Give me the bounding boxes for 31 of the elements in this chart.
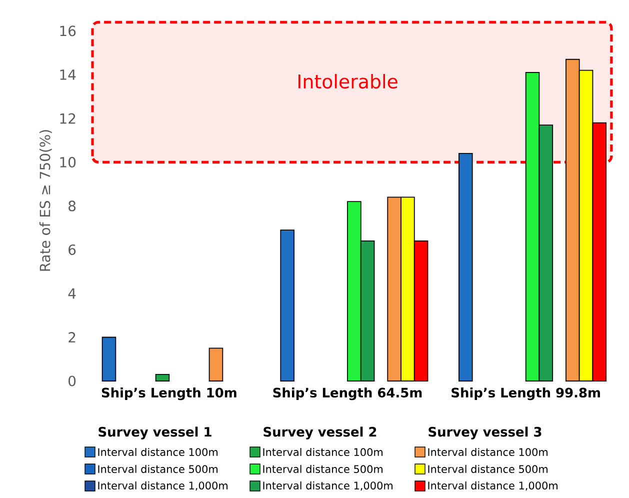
text: Survey vessel 1 [98,426,212,440]
y-tick-label: 4 [68,288,76,299]
legend-label: Interval distance 1,000m [428,481,558,491]
x-tick-label: Ship’s Length 64.5m [273,388,422,400]
y-tick-label: 2 [68,332,76,342]
legend-label: Interval distance 100m [428,448,548,456]
legend-label: Interval distance 500m [98,464,218,474]
y-tick-label: 14 [60,70,76,80]
x-tick-label: Ship’s Length 10m [102,388,236,400]
y-axis-title: Rate of ES ≥ 750(%) [39,130,52,271]
legend-label: Interval distance 500m [263,464,382,474]
legend-label: Interval distance 100m [98,448,218,456]
text: Survey vessel 3 [428,426,542,440]
bar [155,374,170,382]
legend-label: Interval distance 1,000m [263,481,392,491]
bar [458,153,473,382]
bar [208,348,224,382]
y-tick-label: 6 [68,244,76,256]
bar [102,336,116,382]
legend-label: Interval distance 1,000m [98,481,228,491]
y-tick-label: 0 [68,376,76,386]
x-tick-label: Ship’s Length 99.8m [452,388,600,400]
legend-label: Interval distance 500m [428,464,548,474]
bar [280,230,294,382]
y-tick-label: 10 [60,156,76,168]
y-tick-label: 16 [60,26,76,36]
legend-label: Interval distance 100m [263,448,382,456]
band-label: Intolerable [298,74,398,89]
y-tick-label: 8 [68,200,76,212]
y-tick-label: 12 [60,113,76,124]
text: Survey vessel 2 [264,426,376,440]
